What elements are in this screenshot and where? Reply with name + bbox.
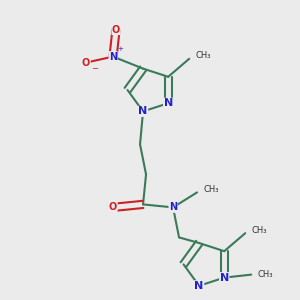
Text: N: N [169, 202, 177, 212]
Text: CH₃: CH₃ [251, 226, 267, 235]
Text: N: N [109, 52, 117, 61]
Text: N: N [220, 273, 229, 283]
Text: N: N [164, 98, 173, 108]
Text: CH₃: CH₃ [257, 270, 273, 279]
Text: N: N [138, 106, 148, 116]
Text: O: O [82, 58, 90, 68]
Text: CH₃: CH₃ [195, 51, 211, 60]
Text: −: − [92, 64, 98, 73]
Text: O: O [109, 202, 117, 212]
Text: CH₃: CH₃ [203, 185, 218, 194]
Text: +: + [118, 46, 124, 52]
Text: O: O [112, 25, 120, 34]
Text: N: N [194, 281, 204, 291]
